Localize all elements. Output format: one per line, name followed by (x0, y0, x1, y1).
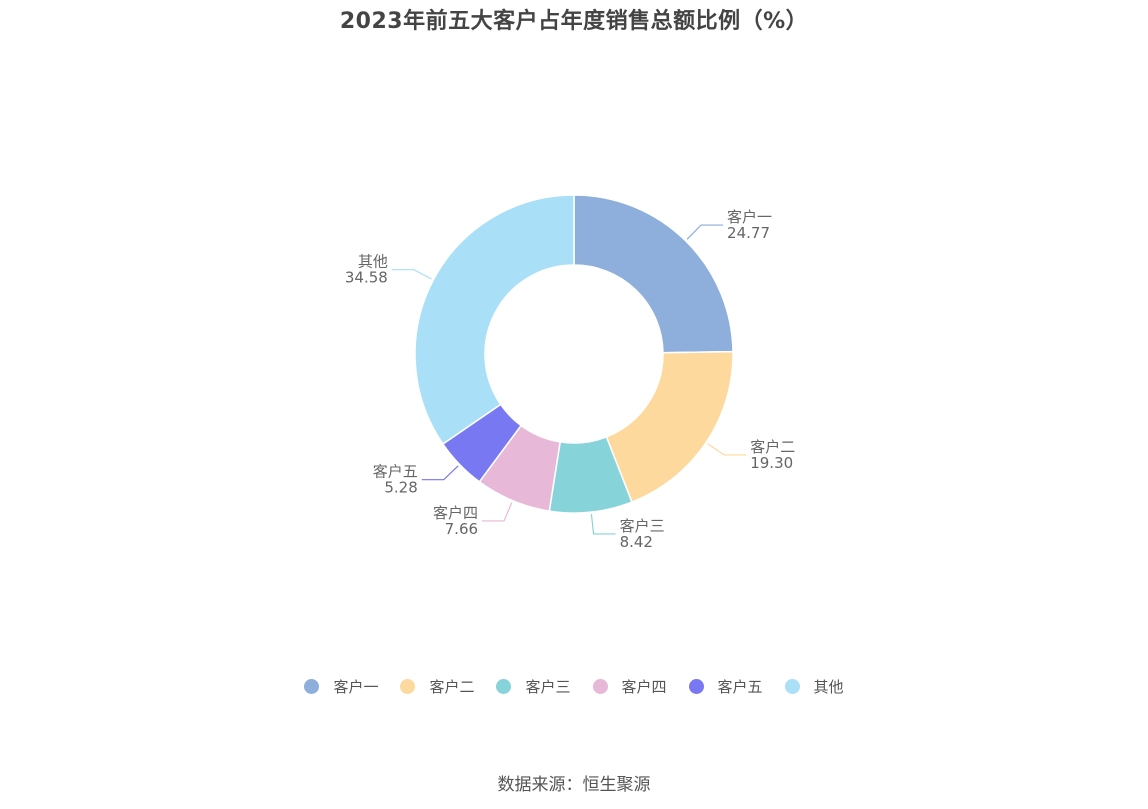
legend-item-4[interactable]: 客户四 (592, 676, 667, 697)
legend-label: 其他 (813, 678, 844, 696)
slice-label-value-3: 8.42 (620, 533, 653, 551)
slice-label-value-6: 34.58 (345, 269, 388, 287)
chart-title: 2023年前五大客户占年度销售总额比例（%） (339, 9, 809, 34)
legend-item-6[interactable]: 其他 (784, 676, 844, 697)
slice-6[interactable] (414, 194, 575, 446)
legend-label: 客户一 (333, 678, 379, 696)
slice-label-name-6: 其他 (358, 253, 388, 271)
legend-label: 客户五 (717, 678, 763, 696)
legend-item-1[interactable]: 客户一 (304, 676, 378, 697)
leader-line-1 (686, 224, 724, 240)
legend-label: 客户二 (429, 678, 475, 696)
legend-label: 客户四 (621, 678, 667, 696)
leader-line-6 (391, 269, 432, 280)
slices-layer (414, 194, 734, 514)
legend-marker-icon (304, 679, 320, 694)
leader-line-4 (482, 502, 513, 522)
leader-line-5 (421, 465, 459, 481)
slice-label-value-4: 7.66 (445, 520, 478, 538)
slice-label-value-5: 5.28 (384, 479, 417, 497)
slice-label-name-3: 客户三 (620, 517, 665, 535)
legend-marker-icon (688, 679, 704, 694)
slice-1[interactable] (573, 194, 734, 354)
legend-marker-icon (784, 679, 800, 694)
legend-marker-icon (400, 679, 416, 694)
chart-legend: 客户一 客户二 客户三 客户四 客户五 其他 (0, 676, 1148, 697)
legend-item-5[interactable]: 客户五 (688, 676, 763, 697)
legend-label: 客户三 (525, 678, 571, 696)
legend-marker-icon (496, 679, 512, 694)
slice-label-name-4: 客户四 (433, 504, 478, 522)
slice-label-name-2: 客户二 (750, 438, 795, 456)
legend-item-3[interactable]: 客户三 (496, 676, 571, 697)
data-source: 数据来源：恒生聚源 (497, 775, 651, 795)
leader-line-2 (707, 443, 747, 456)
leader-line-3 (590, 513, 616, 535)
slice-2[interactable] (605, 350, 734, 504)
slice-label-value-1: 24.77 (727, 224, 770, 242)
slice-label-name-5: 客户五 (373, 463, 418, 481)
legend-item-2[interactable]: 客户二 (400, 676, 474, 697)
slice-label-value-2: 19.30 (750, 454, 793, 472)
leader-lines-layer (391, 224, 747, 535)
slice-label-name-1: 客户一 (727, 208, 772, 226)
legend-marker-icon (592, 679, 608, 694)
